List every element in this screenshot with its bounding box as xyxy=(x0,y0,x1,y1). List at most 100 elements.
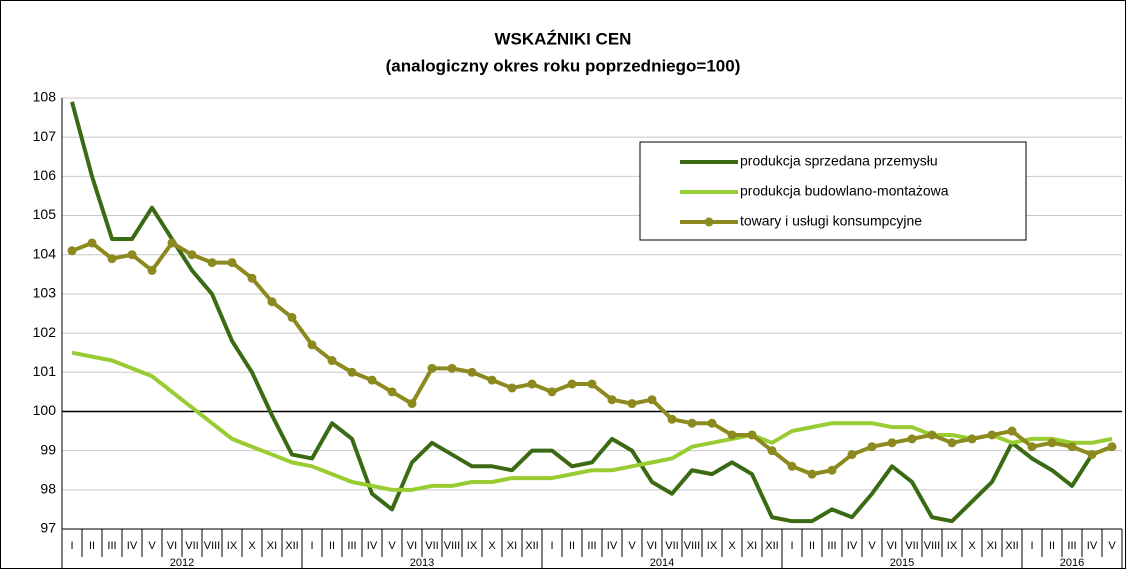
x-tick-label: VIII xyxy=(444,540,461,552)
group-label: 2015 xyxy=(890,557,914,569)
x-tick-label: VI xyxy=(887,540,897,552)
x-tick-label: VI xyxy=(647,540,657,552)
x-tick-label: III xyxy=(827,540,836,552)
series-marker xyxy=(727,430,737,440)
x-tick-label: I xyxy=(1030,540,1033,552)
x-tick-label: II xyxy=(1049,540,1055,552)
series-marker xyxy=(547,387,557,397)
x-tick-label: V xyxy=(388,540,396,552)
series-marker xyxy=(187,250,197,260)
x-tick-label: II xyxy=(569,540,575,552)
x-tick-label: XI xyxy=(987,540,997,552)
series-line xyxy=(71,350,1113,492)
series-marker xyxy=(687,418,697,428)
x-tick-label: XII xyxy=(1005,540,1018,552)
x-tick-label: XI xyxy=(747,540,757,552)
y-tick-label: 97 xyxy=(40,520,56,536)
series-marker xyxy=(107,254,117,264)
chart-title: WSKAŹNIKI CEN xyxy=(495,29,632,48)
group-label: 2016 xyxy=(1060,557,1084,569)
x-tick-label: VII xyxy=(185,540,198,552)
series-marker xyxy=(847,450,857,460)
x-tick-label: VI xyxy=(407,540,417,552)
series-marker xyxy=(607,395,617,405)
series-marker xyxy=(927,430,937,440)
x-tick-label: II xyxy=(809,540,815,552)
series-marker xyxy=(507,383,517,393)
series-marker xyxy=(207,258,217,268)
series-marker xyxy=(307,340,317,350)
x-tick-label: XII xyxy=(285,540,298,552)
series-marker xyxy=(147,265,157,275)
x-tick-label: VII xyxy=(665,540,678,552)
series-marker xyxy=(347,367,357,377)
x-tick-label: VIII xyxy=(204,540,221,552)
series-marker xyxy=(807,469,817,479)
series-marker xyxy=(907,434,917,444)
x-tick-label: IV xyxy=(847,540,858,552)
x-tick-label: IV xyxy=(367,540,378,552)
series-marker xyxy=(467,367,477,377)
series-marker xyxy=(527,379,537,389)
x-tick-label: II xyxy=(89,540,95,552)
series-marker xyxy=(1027,442,1037,452)
series-marker xyxy=(87,238,97,248)
series-marker xyxy=(867,442,877,452)
chart-subtitle: (analogiczny okres roku poprzedniego=100… xyxy=(386,56,741,75)
x-tick-label: V xyxy=(1108,540,1116,552)
series-marker xyxy=(367,375,377,385)
series-marker xyxy=(487,375,497,385)
y-tick-label: 108 xyxy=(33,89,57,105)
x-tick-label: X xyxy=(248,540,256,552)
x-tick-label: I xyxy=(310,540,313,552)
group-label: 2012 xyxy=(170,557,194,569)
series-marker xyxy=(327,356,337,366)
x-tick-label: IX xyxy=(707,540,718,552)
x-tick-label: IX xyxy=(467,540,478,552)
series-marker xyxy=(947,438,957,448)
y-tick-label: 105 xyxy=(33,206,57,222)
y-tick-label: 102 xyxy=(33,324,57,340)
x-tick-label: III xyxy=(587,540,596,552)
series-marker xyxy=(827,465,837,475)
x-tick-label: XI xyxy=(507,540,517,552)
legend-marker xyxy=(704,217,714,227)
x-tick-label: IV xyxy=(607,540,618,552)
series-marker xyxy=(247,273,257,283)
series-marker xyxy=(447,363,457,373)
y-tick-label: 107 xyxy=(33,128,57,144)
x-tick-label: II xyxy=(329,540,335,552)
x-tick-label: V xyxy=(148,540,156,552)
series-marker xyxy=(1067,442,1077,452)
series-marker xyxy=(227,258,237,268)
series-marker xyxy=(267,297,277,307)
x-tick-label: VIII xyxy=(924,540,941,552)
x-tick-label: V xyxy=(628,540,636,552)
series-marker xyxy=(567,379,577,389)
y-tick-label: 101 xyxy=(33,363,57,379)
group-label: 2013 xyxy=(410,557,434,569)
x-tick-label: III xyxy=(1067,540,1076,552)
series-marker xyxy=(967,434,977,444)
series-marker xyxy=(167,238,177,248)
x-tick-label: I xyxy=(550,540,553,552)
series-marker xyxy=(707,418,717,428)
legend-label: produkcja budowlano-montażowa xyxy=(740,183,949,199)
series-marker xyxy=(667,414,677,424)
series-marker xyxy=(287,312,297,322)
x-tick-label: III xyxy=(347,540,356,552)
y-tick-label: 99 xyxy=(40,441,56,457)
x-tick-label: I xyxy=(70,540,73,552)
series-marker xyxy=(647,395,657,405)
y-tick-label: 104 xyxy=(33,245,57,261)
y-tick-label: 100 xyxy=(33,402,57,418)
y-tick-label: 103 xyxy=(33,285,57,301)
legend-label: towary i usługi konsumpcyjne xyxy=(740,213,922,229)
legend-label: produkcja sprzedana przemysłu xyxy=(740,153,938,169)
x-tick-label: VIII xyxy=(684,540,701,552)
x-tick-label: V xyxy=(868,540,876,552)
y-tick-label: 98 xyxy=(40,481,56,497)
series-line xyxy=(70,101,1113,524)
series-marker xyxy=(1087,450,1097,460)
